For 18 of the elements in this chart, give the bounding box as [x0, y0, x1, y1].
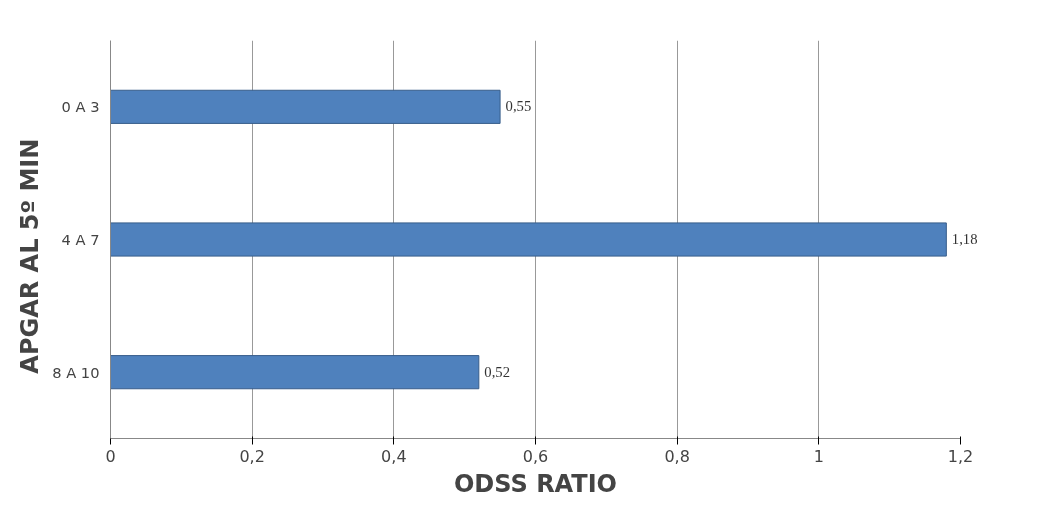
bar	[110, 89, 501, 124]
y-tick-label: 8 A 10	[52, 363, 100, 381]
x-tick-label: 1,2	[947, 446, 974, 466]
y-axis-title: APGAR AL 5º MIN	[16, 138, 45, 374]
x-tick-label: 1	[813, 446, 824, 466]
data-label: 0,52	[484, 363, 510, 381]
x-axis-title: ODSS RATIO	[453, 469, 618, 498]
bar	[110, 222, 947, 257]
y-tick-label: 4 A 7	[61, 231, 100, 248]
data-label: 0,55	[505, 97, 532, 115]
x-tick-label: 0	[105, 446, 116, 466]
x-tick-label: 0,2	[239, 446, 265, 466]
x-tick-label: 0,6	[522, 446, 549, 466]
bar	[110, 355, 480, 390]
x-tick-label: 0,8	[664, 446, 690, 466]
data-label: 1,18	[951, 230, 978, 248]
y-tick-label: 0 A 3	[61, 98, 100, 116]
x-tick-label: 0,4	[381, 446, 407, 466]
